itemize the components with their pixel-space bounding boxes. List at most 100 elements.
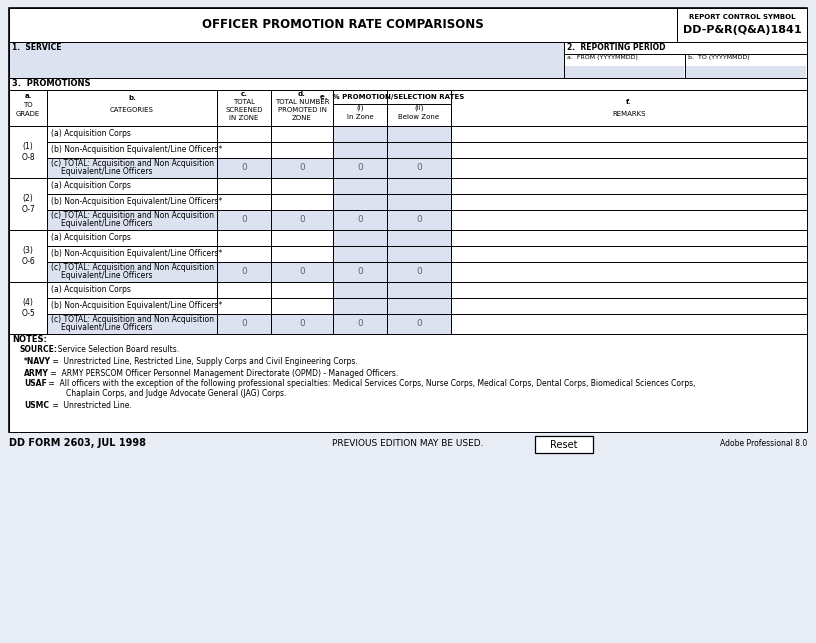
Text: 0: 0 [357,267,363,276]
Text: SCREENED: SCREENED [225,107,263,113]
Text: f.: f. [626,99,632,105]
Text: O-8: O-8 [21,154,35,163]
Text: USMC: USMC [24,401,49,410]
Text: 0: 0 [241,267,247,276]
Bar [333,210,387,230]
Text: (a) Acquisition Corps: (a) Acquisition Corps [51,233,131,242]
Bar [451,298,807,314]
Text: (ii): (ii) [415,105,424,111]
Bar [271,298,333,314]
Bar [387,246,451,262]
Bar [451,230,807,246]
Bar [387,178,451,194]
Text: 0: 0 [416,163,422,172]
Bar [47,158,217,178]
Text: (c) TOTAL: Acquisition and Non Acquisition: (c) TOTAL: Acquisition and Non Acquisiti… [51,159,214,168]
Bar [387,262,451,282]
Bar [271,194,333,210]
Bar [47,298,217,314]
Text: TOTAL NUMBER: TOTAL NUMBER [275,99,329,105]
Bar [686,66,806,78]
Bar [271,90,333,126]
Bar [47,142,217,158]
Bar [9,78,807,90]
Text: O-6: O-6 [21,257,35,266]
Bar [271,230,333,246]
Bar [9,230,47,282]
Bar [451,246,807,262]
Bar [333,262,387,282]
Bar [217,282,271,298]
Text: 0: 0 [357,163,363,172]
Text: 0: 0 [299,215,305,224]
Bar [271,158,333,178]
Text: TO: TO [23,102,33,108]
Text: PROMOTED IN: PROMOTED IN [277,107,326,113]
Bar [47,90,217,126]
Bar [387,90,451,126]
Bar [9,178,47,230]
Bar [9,8,807,432]
Bar [271,262,333,282]
Text: c.: c. [241,91,247,97]
Text: (c) TOTAL: Acquisition and Non Acquisition: (c) TOTAL: Acquisition and Non Acquisiti… [51,212,214,221]
Text: 0: 0 [299,320,305,329]
Text: Chaplain Corps, and Judge Advocate General (JAG) Corps.: Chaplain Corps, and Judge Advocate Gener… [66,390,286,399]
Text: 0: 0 [357,215,363,224]
Text: (c) TOTAL: Acquisition and Non Acquisition: (c) TOTAL: Acquisition and Non Acquisiti… [51,316,214,325]
Bar [387,142,451,158]
Bar [333,298,387,314]
Text: REMARKS: REMARKS [612,111,645,117]
Bar [9,282,47,334]
Bar [565,66,684,78]
Bar [451,90,807,126]
Text: USAF: USAF [24,379,47,388]
Bar [9,42,564,78]
Bar [217,210,271,230]
Bar [564,54,685,78]
Bar [451,282,807,298]
Bar [451,142,807,158]
Text: (a) Acquisition Corps: (a) Acquisition Corps [51,129,131,138]
Text: DD FORM 2603, JUL 1998: DD FORM 2603, JUL 1998 [9,438,146,448]
Text: IN ZONE: IN ZONE [229,115,259,121]
Bar [217,142,271,158]
Bar [9,126,47,178]
Text: Equivalent/Line Officers: Equivalent/Line Officers [61,271,153,280]
Text: =  All officers with the exception of the following professional specialties: Me: = All officers with the exception of the… [46,379,695,388]
Bar [47,194,217,210]
Bar [47,210,217,230]
Text: (a) Acquisition Corps: (a) Acquisition Corps [51,285,131,294]
Text: CATEGORIES: CATEGORIES [110,107,154,113]
Text: (i): (i) [357,105,364,111]
Bar [451,314,807,334]
Text: (b) Non-Acquisition Equivalent/Line Officers*: (b) Non-Acquisition Equivalent/Line Offi… [51,302,222,311]
Bar [387,210,451,230]
Text: NOTES:: NOTES: [12,334,47,343]
Text: d.: d. [298,91,306,97]
Text: Equivalent/Line Officers: Equivalent/Line Officers [61,219,153,228]
Bar [9,334,807,432]
Bar [271,282,333,298]
Bar [387,126,451,142]
Bar [47,178,217,194]
Bar [451,178,807,194]
Text: 0: 0 [241,320,247,329]
Bar [677,8,807,42]
Text: (1): (1) [23,143,33,152]
Bar [333,178,387,194]
Text: b.: b. [128,95,136,101]
Bar [333,246,387,262]
Text: =  ARMY PERSCOM Officer Personnel Management Directorate (OPMD) - Managed Office: = ARMY PERSCOM Officer Personnel Managem… [48,368,398,377]
Bar [333,194,387,210]
Bar [387,298,451,314]
Bar [387,282,451,298]
Text: Equivalent/Line Officers: Equivalent/Line Officers [61,167,153,176]
Bar [333,126,387,142]
Bar [271,142,333,158]
Text: Below Zone: Below Zone [398,114,440,120]
Text: Reset: Reset [550,440,578,449]
Text: 0: 0 [416,215,422,224]
Text: (c) TOTAL: Acquisition and Non Acquisition: (c) TOTAL: Acquisition and Non Acquisiti… [51,264,214,273]
Bar [47,126,217,142]
